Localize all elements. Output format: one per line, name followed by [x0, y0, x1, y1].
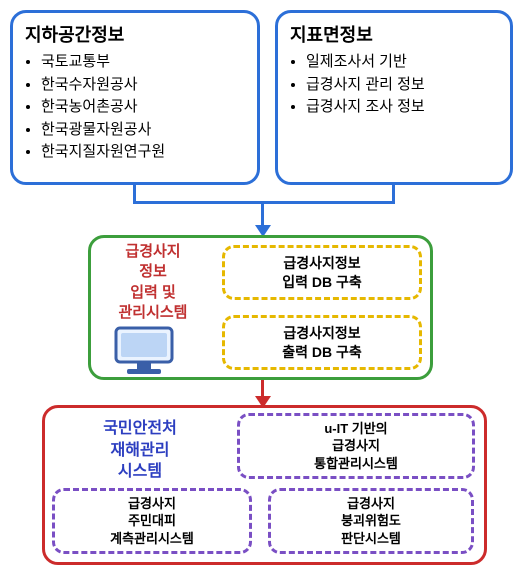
list-item: 한국농어촌공사	[41, 96, 249, 119]
box-evacuation-system: 급경사지 주민대피 계측관리시스템	[52, 488, 252, 554]
box-output-db: 급경사지정보 출력 DB 구축	[222, 315, 422, 370]
box-line: 통합관리시스템	[314, 455, 398, 473]
list-item: 한국광물자원공사	[41, 119, 249, 142]
box-line: 급경사지	[347, 495, 395, 513]
label-line: 국민안전처	[103, 420, 177, 437]
box-underground-info: 지하공간정보 국토교통부 한국수자원공사 한국농어촌공사 한국광물자원공사 한국…	[10, 10, 260, 185]
list-item: 한국수자원공사	[41, 74, 249, 97]
box-line: 입력 DB 구축	[282, 273, 362, 292]
label-line: 급경사지	[125, 243, 180, 260]
box-line: 급경사지	[128, 495, 176, 513]
label-line: 관리시스템	[118, 304, 187, 321]
box-surface-info: 지표면정보 일제조사서 기반 급경사지 관리 정보 급경사지 조사 정보	[275, 10, 513, 185]
label-input-mgmt: 급경사지 정보 입력 및 관리시스템	[98, 242, 208, 323]
list-item: 일제조사서 기반	[306, 51, 502, 74]
box-line: 주민대피	[128, 512, 176, 530]
label-line: 시스템	[118, 463, 162, 480]
box-line: 계측관리시스템	[110, 530, 194, 548]
list-item: 급경사지 관리 정보	[306, 74, 502, 97]
list-item: 국토교통부	[41, 51, 249, 74]
monitor-icon	[113, 325, 175, 382]
list-item: 한국지질자원연구원	[41, 141, 249, 164]
box-input-db: 급경사지정보 입력 DB 구축	[222, 245, 422, 300]
diagram-canvas: 지하공간정보 국토교통부 한국수자원공사 한국농어촌공사 한국광물자원공사 한국…	[10, 10, 521, 565]
connector	[133, 201, 395, 204]
connector	[261, 203, 264, 227]
box-line: 급경사지	[332, 437, 380, 455]
box-collapse-risk-system: 급경사지 붕괴위험도 판단시스템	[268, 488, 474, 554]
title-surface: 지표면정보	[290, 21, 498, 47]
box-line: 출력 DB 구축	[282, 343, 362, 362]
list-underground: 국토교통부 한국수자원공사 한국농어촌공사 한국광물자원공사 한국지질자원연구원	[41, 51, 249, 164]
box-line: u-IT 기반의	[324, 420, 387, 438]
label-disaster-mgmt: 국민안전처 재해관리 시스템	[65, 418, 215, 483]
box-line: 붕괴위험도	[341, 512, 401, 530]
box-line: 급경사지정보	[283, 254, 360, 273]
label-line: 정보	[139, 263, 167, 280]
box-line: 판단시스템	[341, 530, 401, 548]
label-line: 재해관리	[111, 442, 170, 459]
list-item: 급경사지 조사 정보	[306, 96, 502, 119]
title-underground: 지하공간정보	[25, 21, 245, 47]
label-line: 입력 및	[130, 284, 176, 301]
list-surface: 일제조사서 기반 급경사지 관리 정보 급경사지 조사 정보	[306, 51, 502, 119]
box-uit-system: u-IT 기반의 급경사지 통합관리시스템	[237, 413, 475, 479]
box-line: 급경사지정보	[283, 324, 360, 343]
